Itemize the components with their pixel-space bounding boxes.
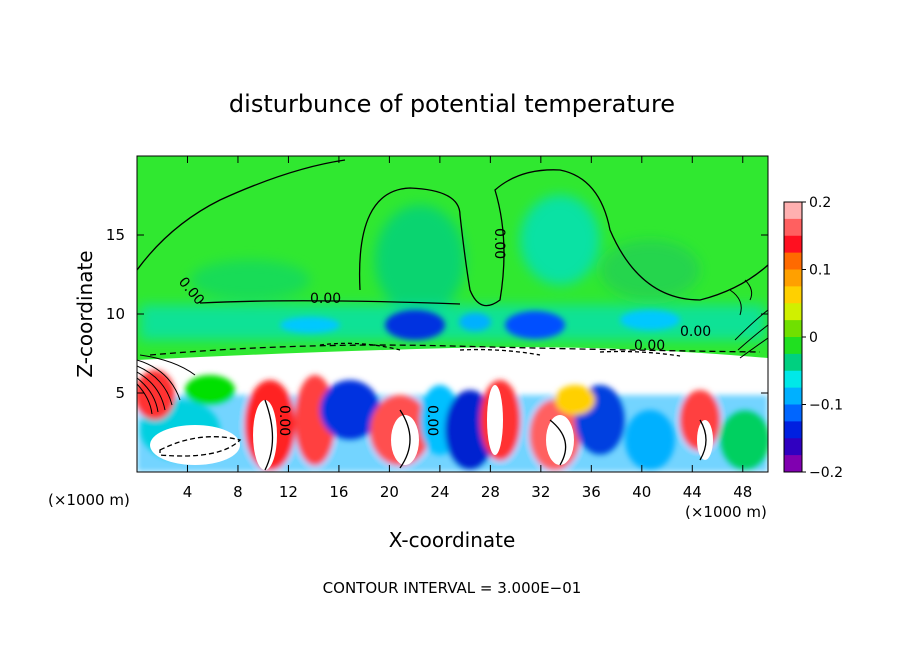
x-tick-label: 48 (733, 483, 752, 501)
x-tick-label: 44 (683, 483, 702, 501)
colorbar-segment (784, 303, 802, 321)
colorbar-segment (784, 387, 802, 405)
field-lower-anomalies (137, 370, 768, 472)
x-unit-label-right: (×1000 m) (685, 503, 767, 521)
contour-label: 0.00 (680, 324, 711, 340)
y-axis-ticks: 5 10 15 (106, 226, 768, 402)
y-tick-label: 5 (115, 384, 125, 402)
colorbar-segment (784, 353, 802, 372)
plot-area (137, 156, 768, 472)
colorbar-segment (784, 286, 802, 304)
contour-lines (137, 159, 768, 471)
contour-label: 0.00 (491, 228, 507, 259)
colorbar-segment (784, 320, 802, 338)
x-tick-label: 8 (233, 483, 243, 501)
colorbar-tick-label: 0.2 (809, 195, 831, 211)
contour-label: 0.00 (276, 405, 292, 436)
y-tick-label: 15 (106, 226, 125, 244)
colorbar-segment (784, 337, 802, 355)
contour-labels: 0.00 0.00 0.00 0.00 0.00 0.00 0.00 (175, 228, 711, 436)
x-axis-ticks: 4 8 12 16 20 24 28 32 36 40 44 48 (183, 156, 752, 501)
field-blue-band (280, 310, 680, 340)
x-tick-label: 36 (582, 483, 601, 501)
colorbar-segment (784, 404, 802, 422)
contour-label: 0.00 (310, 291, 341, 307)
colorbar-segment (784, 455, 802, 473)
colorbar-segment (784, 218, 802, 237)
contour-label: 0.00 (634, 338, 665, 354)
colorbar-segment (784, 438, 802, 456)
y-tick-label: 10 (106, 305, 125, 323)
x-tick-label: 12 (279, 483, 298, 501)
x-tick-label: 40 (632, 483, 651, 501)
colorbar-tick-label: 0.1 (809, 263, 831, 279)
colorbar (783, 201, 803, 473)
boundary-contours (137, 279, 768, 415)
contour-interval-note: CONTOUR INTERVAL = 3.000E−01 (323, 579, 582, 597)
contour-label: 0.00 (424, 405, 440, 436)
x-tick-label: 28 (481, 483, 500, 501)
x-tick-label: 4 (183, 483, 193, 501)
colorbar-segment (784, 252, 802, 270)
colorbar-segment (784, 421, 802, 439)
colorbar-segment (784, 269, 802, 287)
colorbar-ticks: 0.2 0.1 0 −0.1 −0.2 (802, 195, 843, 481)
x-tick-label: 20 (380, 483, 399, 501)
colorbar-tick-label: 0 (809, 330, 818, 346)
colorbar-segment (784, 370, 802, 389)
colorbar-tick-label: −0.2 (809, 465, 843, 481)
x-tick-label: 32 (531, 483, 550, 501)
x-tick-label: 16 (329, 483, 348, 501)
x-unit-label-left: (×1000 m) (48, 491, 130, 509)
colorbar-segment (784, 235, 802, 254)
colorbar-tick-label: −0.1 (809, 398, 843, 414)
chart-title: disturbunce of potential temperature (229, 90, 675, 118)
x-tick-label: 24 (430, 483, 449, 501)
y-axis-label: Z-coordinate (73, 250, 97, 377)
colorbar-segment (784, 202, 802, 220)
x-axis-label: X-coordinate (389, 528, 516, 552)
